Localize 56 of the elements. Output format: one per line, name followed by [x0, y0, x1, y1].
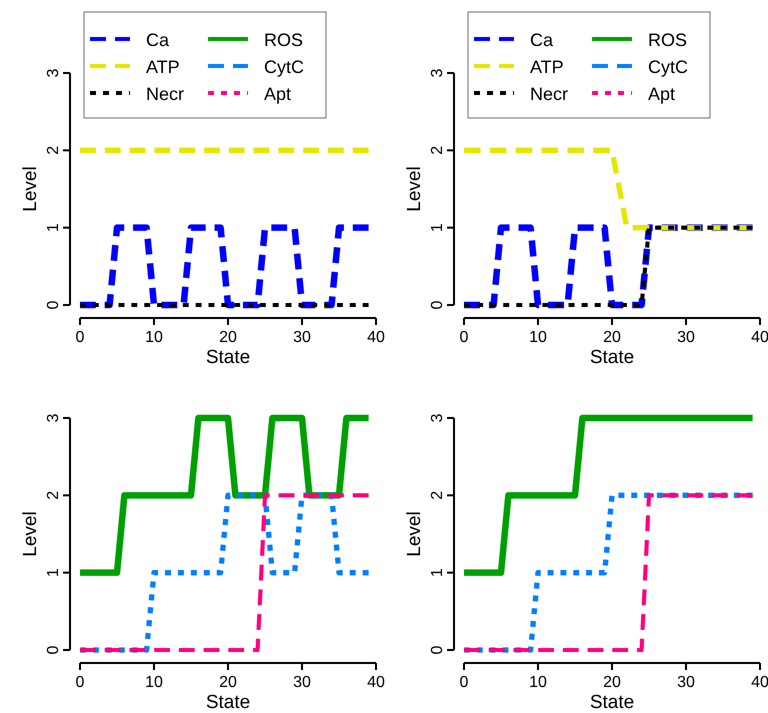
legend-label: Necr — [146, 84, 184, 104]
x-tick-label: 40 — [367, 329, 385, 346]
x-tick-label: 10 — [145, 674, 163, 691]
y-tick-label: 2 — [429, 146, 446, 155]
y-tick-label: 0 — [429, 300, 446, 310]
y-tick-label: 1 — [45, 568, 62, 578]
x-tick-label: 10 — [529, 674, 547, 691]
x-tick-label: 20 — [219, 674, 237, 691]
x-axis-title: State — [590, 347, 634, 368]
y-tick-label: 0 — [45, 300, 62, 310]
x-tick-label: 40 — [751, 329, 768, 346]
x-tick-label: 30 — [293, 329, 311, 346]
legend-label: CytC — [648, 57, 688, 77]
y-tick-label: 3 — [45, 413, 62, 422]
x-axis-title: State — [590, 692, 634, 713]
y-tick-label: 3 — [429, 68, 446, 78]
x-tick-label: 0 — [460, 329, 469, 346]
legend-label: ROS — [648, 30, 688, 50]
x-tick-label: 20 — [219, 329, 237, 346]
legend-label: Necr — [530, 84, 568, 104]
x-tick-label: 20 — [603, 329, 621, 346]
legend-label: ROS — [264, 30, 304, 50]
y-tick-label: 2 — [429, 490, 446, 500]
x-tick-label: 30 — [677, 674, 695, 691]
x-tick-label: 30 — [677, 329, 695, 346]
y-tick-label: 3 — [45, 68, 62, 78]
legend-label: Apt — [648, 84, 676, 104]
y-tick-label: 3 — [429, 413, 446, 422]
x-tick-label: 0 — [460, 674, 469, 691]
x-tick-label: 30 — [293, 674, 311, 691]
legend-label: ATP — [530, 57, 564, 77]
legend-label: Ca — [146, 30, 170, 50]
x-tick-label: 0 — [76, 674, 85, 691]
y-tick-label: 2 — [45, 146, 62, 155]
y-tick-label: 0 — [429, 645, 446, 654]
y-tick-label: 1 — [45, 223, 62, 232]
y-tick-label: 2 — [45, 490, 62, 500]
y-axis-title: Level — [20, 166, 41, 212]
legend-label: CytC — [264, 57, 304, 77]
x-tick-label: 20 — [603, 674, 621, 691]
y-axis-title: Level — [20, 511, 41, 557]
x-tick-label: 40 — [751, 674, 768, 691]
x-tick-label: 10 — [145, 329, 163, 346]
x-tick-label: 40 — [367, 674, 385, 691]
legend-label: ATP — [146, 57, 180, 77]
y-tick-label: 1 — [429, 568, 446, 578]
y-tick-label: 1 — [429, 223, 446, 232]
y-axis-title: Level — [404, 166, 425, 212]
x-axis-title: State — [206, 692, 250, 713]
legend-label: Apt — [264, 84, 292, 104]
x-tick-label: 0 — [76, 329, 85, 346]
legend-label: Ca — [530, 30, 554, 50]
y-tick-label: 0 — [45, 645, 62, 654]
x-tick-label: 10 — [529, 329, 547, 346]
x-axis-title: State — [206, 347, 250, 368]
y-axis-title: Level — [404, 511, 425, 557]
